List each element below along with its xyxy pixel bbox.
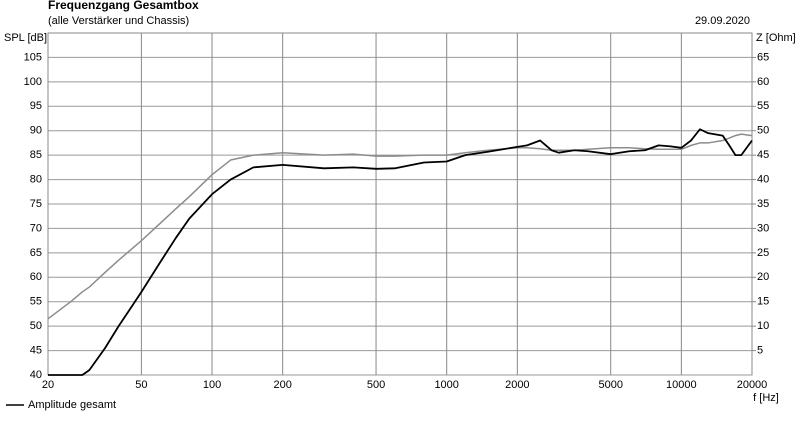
- y-tick-label: 70: [30, 222, 42, 234]
- y2-axis-label: Z [Ohm]: [756, 32, 796, 44]
- y2-tick-label: 45: [757, 149, 769, 161]
- line-series: [48, 128, 753, 376]
- x-tick-label: 20: [42, 379, 54, 391]
- date: 29.09.2020: [695, 15, 750, 27]
- y-tick-label: 90: [30, 125, 42, 137]
- y-tick-label: 45: [30, 344, 42, 356]
- x-tick-label: 2000: [505, 379, 529, 391]
- x-axis-label: f [Hz]: [753, 392, 779, 404]
- y2-tick-label: 35: [757, 198, 769, 210]
- y2-tick-label: 25: [757, 247, 769, 259]
- legend-label: Amplitude gesamt: [28, 399, 116, 411]
- x-tick-label: 50: [135, 379, 147, 391]
- y-tick-label: 65: [30, 247, 42, 259]
- y2-tick-label: 5: [757, 344, 763, 356]
- y2-tick-label: 40: [757, 173, 769, 185]
- x-tick-label: 5000: [598, 379, 622, 391]
- x-tick-label: 200: [273, 379, 291, 391]
- y2-tick-label: 10: [757, 320, 769, 332]
- y-tick-label: 80: [30, 173, 42, 185]
- y-tick-label: 85: [30, 149, 42, 161]
- y2-tick-label: 30: [757, 222, 769, 234]
- y2-tick-label: 60: [757, 76, 769, 88]
- chart-title: Frequenzgang Gesamtbox: [48, 0, 199, 12]
- y2-tick-label: 65: [757, 51, 769, 63]
- y-tick-label: 75: [30, 198, 42, 210]
- y2-tick-label: 20: [757, 271, 769, 283]
- x-tick-label: 1000: [434, 379, 458, 391]
- y-axis-label: SPL [dB]: [4, 32, 47, 44]
- x-tick-label: 20000: [737, 379, 768, 391]
- y2-tick-label: 55: [757, 100, 769, 112]
- x-tick-label: 10000: [666, 379, 697, 391]
- y-tick-label: 40: [30, 369, 42, 381]
- y-tick-label: 55: [30, 296, 42, 308]
- y-tick-label: 60: [30, 271, 42, 283]
- chart-subtitle: (alle Verstärker und Chassis): [48, 15, 189, 27]
- y-tick-label: 105: [24, 51, 42, 63]
- y-tick-label: 50: [30, 320, 42, 332]
- line-series: [47, 133, 753, 320]
- y-tick-label: 95: [30, 100, 42, 112]
- x-tick-label: 500: [367, 379, 385, 391]
- y-tick-label: 100: [24, 76, 42, 88]
- y2-tick-label: 50: [757, 125, 769, 137]
- y2-tick-label: 15: [757, 296, 769, 308]
- x-tick-label: 100: [203, 379, 221, 391]
